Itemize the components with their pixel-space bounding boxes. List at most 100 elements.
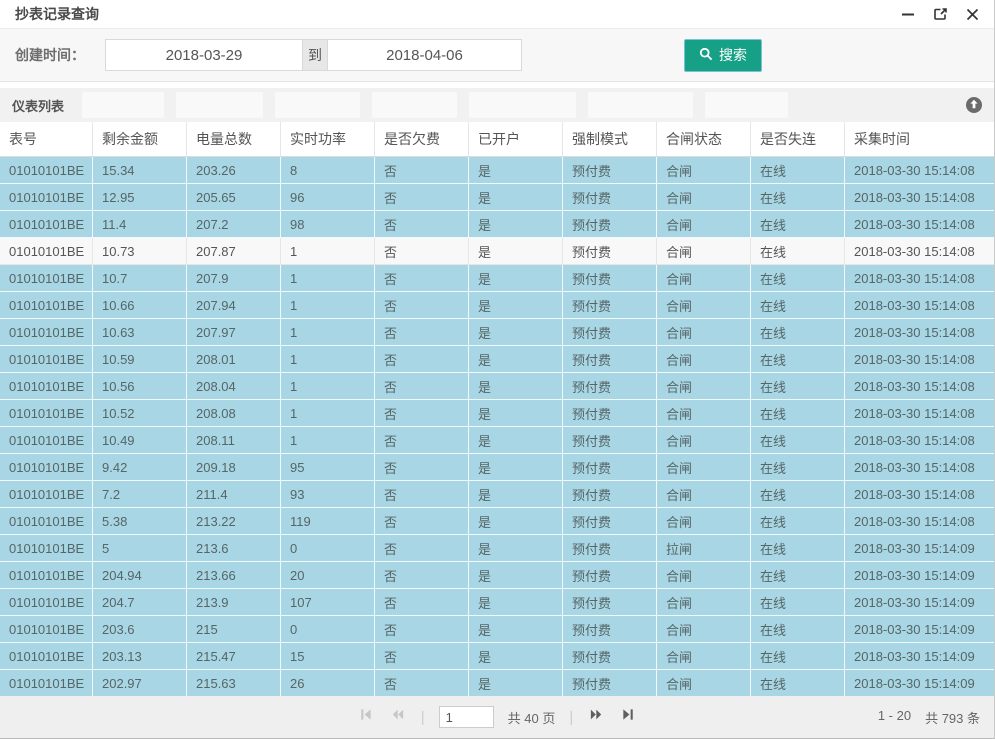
table-row[interactable]: 01010101BE 9.42 209.18 95 否是预付费 合闸 在线 2018-03-3…	[0, 454, 994, 481]
search-button[interactable]: 搜索	[684, 38, 762, 72]
table-cell: 2018-03-30 15:14:08	[845, 400, 994, 427]
table-cell: 预付费	[563, 616, 657, 643]
table-cell: 是	[469, 184, 563, 211]
date-to-input[interactable]	[328, 40, 521, 70]
prev-page-button[interactable]	[389, 708, 407, 726]
table-row[interactable]: 01010101BE 7.2 211.4 93 否是预付费 合闸 在线 2018-03-30 …	[0, 481, 994, 508]
table-cell: 213.6	[187, 535, 281, 562]
table-row[interactable]: 01010101BE 204.94 213.66 20 否是预付费 合闸 在线 2018-03…	[0, 562, 994, 589]
collapse-panel-button[interactable]	[966, 97, 982, 113]
table-cell: 在线	[751, 427, 845, 454]
table-cell: 否	[375, 292, 469, 319]
table-row[interactable]: 01010101BE 10.59 208.01 1 否是预付费 合闸 在线 2018-03-3…	[0, 346, 994, 373]
table-cell: 0	[281, 535, 375, 562]
table-row[interactable]: 01010101BE 203.6 215 0 否是预付费 合闸 在线 2018-03-30 1…	[0, 616, 994, 643]
table-cell: 15.34	[93, 157, 187, 184]
date-from-input[interactable]	[106, 40, 302, 70]
column-header[interactable]: 表号	[0, 122, 93, 156]
column-header[interactable]: 采集时间	[854, 131, 910, 147]
table-row[interactable]: 01010101BE 12.95 205.65 96 否是预付费 合闸 在线 2018-03-…	[0, 184, 994, 211]
column-header[interactable]: 是否欠费	[375, 122, 469, 156]
table-cell: 2018-03-30 15:14:08	[845, 184, 994, 211]
table-cell: 否	[375, 643, 469, 670]
table-cell: 9.42	[93, 454, 187, 481]
table-row[interactable]: 01010101BE 10.52 208.08 1 否是预付费 合闸 在线 2018-03-3…	[0, 400, 994, 427]
table-row[interactable]: 01010101BE 10.56 208.04 1 否是预付费 合闸 在线 2018-03-3…	[0, 373, 994, 400]
table-cell: 预付费	[563, 454, 657, 481]
ghost-toolbar	[82, 92, 789, 118]
column-header[interactable]: 已开户	[469, 122, 563, 156]
table-cell: 203.13	[93, 643, 187, 670]
table-row[interactable]: 01010101BE 204.7 213.9 107 否是预付费 合闸 在线 2018-03-…	[0, 589, 994, 616]
table-cell: 2018-03-30 15:14:08	[845, 454, 994, 481]
table-cell: 合闸	[657, 292, 751, 319]
minimize-button[interactable]	[900, 6, 916, 22]
table-cell: 是	[469, 346, 563, 373]
table-row[interactable]: 01010101BE 11.4 207.2 98 否是预付费 合闸 在线 2018-03-30…	[0, 211, 994, 238]
table-cell: 2018-03-30 15:14:08	[845, 373, 994, 400]
table-cell: 否	[375, 535, 469, 562]
table-cell: 01010101BE	[0, 292, 93, 319]
table-row[interactable]: 01010101BE 15.34 203.26 8 否是预付费 合闸 在线 2018-03-3…	[0, 157, 994, 184]
table-row[interactable]: 01010101BE 10.63 207.97 1 否是预付费 合闸 在线 2018-03-3…	[0, 319, 994, 346]
table-row[interactable]: 01010101BE 5.38 213.22 119 否是预付费 合闸 在线 2018-03-…	[0, 508, 994, 535]
table-cell: 预付费	[563, 292, 657, 319]
table-cell: 215.63	[187, 670, 281, 696]
table-body: 01010101BE 15.34 203.26 8 否是预付费 合闸 在线 2018-03-3…	[0, 157, 994, 696]
table-cell: 在线	[751, 373, 845, 400]
page-number-input[interactable]	[438, 706, 494, 728]
table-row[interactable]: 01010101BE 10.73 207.87 1 否是预付费 合闸 在线 2018-03-3…	[0, 238, 994, 265]
table-row[interactable]: 01010101BE 10.7 207.9 1 否是预付费 合闸 在线 2018-03-30 …	[0, 265, 994, 292]
close-button[interactable]	[964, 6, 980, 22]
column-header[interactable]: 实时功率	[281, 122, 375, 156]
table-cell: 01010101BE	[0, 670, 93, 696]
table-row[interactable]: 01010101BE 10.49 208.11 1 否是预付费 合闸 在线 2018-03-3…	[0, 427, 994, 454]
table-cell: 01010101BE	[0, 589, 93, 616]
table-cell: 合闸	[657, 589, 751, 616]
table-cell: 207.94	[187, 292, 281, 319]
table-cell: 2018-03-30 15:14:09	[845, 616, 994, 643]
table-cell: 合闸	[657, 184, 751, 211]
table-cell: 2018-03-30 15:14:08	[845, 292, 994, 319]
column-header[interactable]: 是否失连	[751, 122, 845, 156]
column-header[interactable]: 强制模式	[563, 122, 657, 156]
table-cell: 是	[469, 508, 563, 535]
section-bar: 仪表列表	[0, 88, 994, 122]
table-cell: 合闸	[657, 616, 751, 643]
table-cell: 是	[469, 211, 563, 238]
table-cell: 10.49	[93, 427, 187, 454]
table-cell: 预付费	[563, 184, 657, 211]
table-cell: 2018-03-30 15:14:08	[845, 319, 994, 346]
column-header[interactable]: 电量总数	[187, 122, 281, 156]
table-row[interactable]: 01010101BE 5 213.6 0 否是预付费 拉闸 在线 2018-03-30 15:…	[0, 535, 994, 562]
table-cell: 合闸	[657, 319, 751, 346]
table-cell: 205.65	[187, 184, 281, 211]
table-row[interactable]: 01010101BE 10.66 207.94 1 否是预付费 合闸 在线 2018-03-3…	[0, 292, 994, 319]
table-cell: 203.6	[93, 616, 187, 643]
first-page-button[interactable]	[357, 708, 375, 726]
table-cell: 否	[375, 616, 469, 643]
table-cell: 预付费	[563, 400, 657, 427]
next-page-button[interactable]	[587, 708, 605, 726]
table-cell: 合闸	[657, 670, 751, 696]
table-cell: 在线	[751, 454, 845, 481]
maximize-button[interactable]	[932, 6, 948, 22]
table-cell: 207.87	[187, 238, 281, 265]
table-cell: 1	[281, 400, 375, 427]
minimize-icon	[901, 7, 915, 21]
table-row[interactable]: 01010101BE 203.13 215.47 15 否是预付费 合闸 在线 2018-03…	[0, 643, 994, 670]
table-cell: 01010101BE	[0, 211, 93, 238]
table-cell: 是	[469, 481, 563, 508]
table-cell: 是	[469, 535, 563, 562]
table-cell: 在线	[751, 643, 845, 670]
column-header[interactable]: 合闸状态	[657, 122, 751, 156]
last-page-button[interactable]	[619, 708, 637, 726]
column-header[interactable]: 剩余金额	[93, 122, 187, 156]
table-cell: 01010101BE	[0, 373, 93, 400]
table-cell: 在线	[751, 508, 845, 535]
table-cell: 在线	[751, 238, 845, 265]
table-cell: 01010101BE	[0, 562, 93, 589]
table-cell: 209.18	[187, 454, 281, 481]
table-row[interactable]: 01010101BE 202.97 215.63 26 否是预付费 合闸 在线 2018-03…	[0, 670, 994, 696]
table-cell: 208.04	[187, 373, 281, 400]
